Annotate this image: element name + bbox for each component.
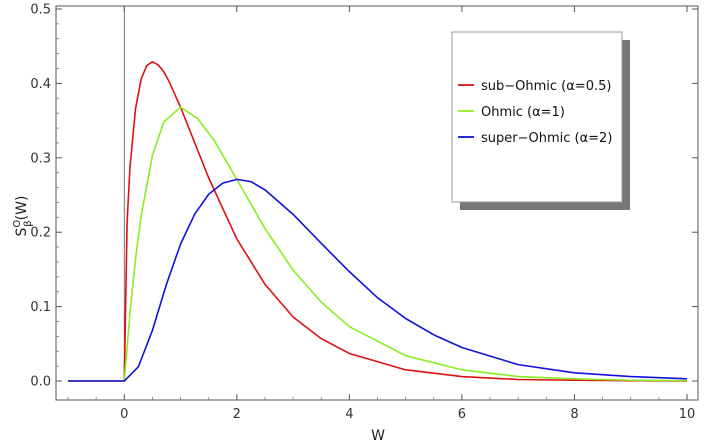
plot-frame [55, 5, 699, 401]
legend-label-2: Ohmic (α=1) [481, 105, 565, 120]
series-line-3 [68, 178, 688, 382]
legend: sub−Ohmic (α=0.5) Ohmic (α=1) super−Ohmic … [451, 31, 630, 210]
y-axis-title-superscript: O [12, 220, 23, 228]
y-axis-title-argument: (W) [14, 196, 30, 221]
y-axis-title: SOβ(W) [12, 196, 34, 237]
y-axis-title-subscript: β [23, 220, 34, 226]
y-axis-title-main: S [14, 227, 30, 236]
legend-label-3: super−Ohmic (α=2) [481, 131, 612, 146]
x-tick-label: 2 [233, 407, 241, 422]
axes: 0 2 4 6 8 10 0.0 0.1 0.2 0.3 0.4 0.5 [30, 3, 699, 422]
y-tick-label: 0.0 [30, 375, 51, 390]
legend-label-1: sub−Ohmic (α=0.5) [481, 79, 611, 94]
y-tick-label: 0.2 [30, 226, 51, 241]
y-tick-label: 0.4 [30, 77, 51, 92]
x-tick-label: 6 [458, 407, 466, 422]
series-lines [68, 61, 688, 382]
y-tick-label: 0.3 [30, 151, 51, 166]
series-line-1 [68, 61, 688, 382]
x-tick-label: 0 [120, 407, 128, 422]
x-tick-label: 4 [345, 407, 353, 422]
x-tick-label: 10 [679, 407, 696, 422]
x-axis-title: W [371, 428, 385, 444]
y-tick-label: 0.1 [30, 300, 51, 315]
x-tick-label: 8 [570, 407, 578, 422]
legend-box [451, 31, 623, 203]
y-tick-label: 0.5 [30, 3, 51, 18]
